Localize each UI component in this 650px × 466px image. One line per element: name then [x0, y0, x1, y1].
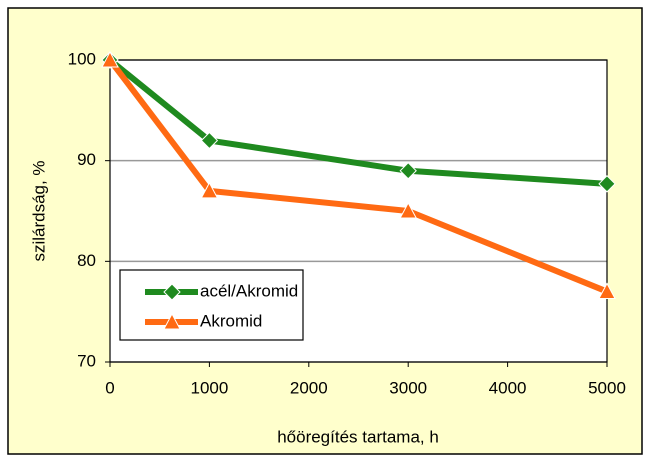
- marker: [163, 283, 181, 301]
- y-tick-label: 70: [77, 351, 96, 370]
- x-tick-label: 0: [105, 378, 114, 397]
- plot-border: [109, 59, 608, 363]
- x-tick-label: 5000: [588, 378, 626, 397]
- series-line: [108, 57, 608, 187]
- legend-label: Akromid: [200, 311, 262, 330]
- marker: [598, 282, 616, 300]
- marker: [101, 50, 119, 68]
- x-tick-label: 3000: [389, 378, 427, 397]
- y-tick-label: 100: [68, 49, 96, 68]
- y-tick-label: 90: [77, 150, 96, 169]
- marker: [399, 201, 418, 219]
- marker: [200, 181, 219, 199]
- legend-label: acél/Akromid: [200, 281, 298, 300]
- x-axis-label: hőöregítés tartama, h: [277, 427, 439, 446]
- x-tick-label: 2000: [290, 378, 328, 397]
- legend: [119, 269, 304, 341]
- x-tick-label: 1000: [190, 378, 228, 397]
- y-axis-label: szilárdság, %: [29, 160, 48, 261]
- x-tick-label: 4000: [489, 378, 527, 397]
- marker: [163, 312, 181, 330]
- marker: [200, 131, 219, 150]
- series-line: [107, 58, 609, 295]
- y-tick-label: 80: [77, 251, 96, 270]
- marker: [399, 162, 417, 180]
- marker: [598, 175, 616, 193]
